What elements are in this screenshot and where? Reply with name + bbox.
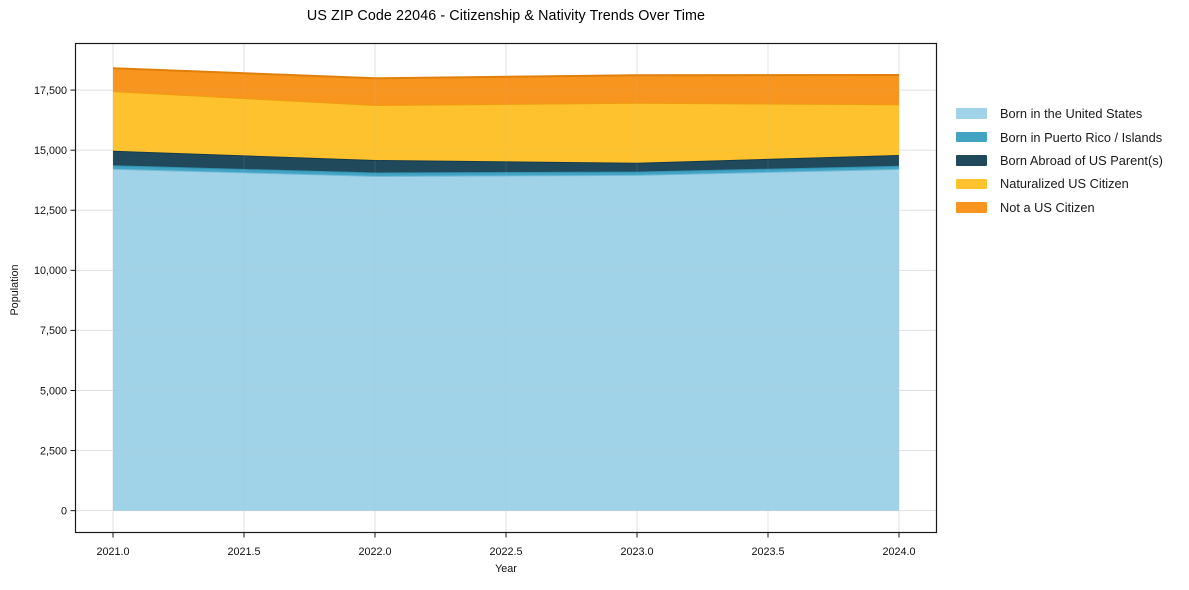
- legend-label: Born in the United States: [1000, 106, 1143, 122]
- x-axis-label: Year: [495, 563, 517, 575]
- y-tick-label: 7,500: [40, 325, 67, 337]
- legend-item: Born in Puerto Rico / Islands: [956, 125, 1163, 148]
- y-tick-labels: 0 2,500 5,000 7,500 10,000 12,500 15,000 17,500: [34, 85, 67, 518]
- area-band-1: [113, 165, 899, 176]
- legend-swatch: [956, 178, 987, 190]
- y-tick-label: 10,000: [34, 265, 67, 277]
- tick-marks: [70, 89, 900, 538]
- y-tick-label: 12,500: [34, 205, 67, 217]
- x-tick-label: 2021.0: [96, 546, 129, 558]
- x-tick-label: 2022.0: [358, 546, 391, 558]
- legend-item: Naturalized US Citizen: [956, 172, 1163, 195]
- y-tick-label: 5,000: [40, 385, 67, 397]
- stacked-areas: [112, 67, 900, 511]
- x-tick-label: 2023.0: [620, 546, 653, 558]
- legend-item: Not a US Citizen: [956, 196, 1163, 219]
- legend-label: Not a US Citizen: [1000, 199, 1095, 215]
- legend-swatch: [956, 155, 987, 166]
- y-tick-label: 15,000: [34, 145, 67, 157]
- y-tick-label: 0: [61, 505, 67, 517]
- legend-swatch: [956, 131, 987, 143]
- x-tick-label: 2024.0: [882, 546, 915, 558]
- area-band-0: [113, 168, 899, 511]
- legend-item: Born Abroad of US Parent(s): [956, 149, 1163, 172]
- area-band-3: [113, 91, 899, 163]
- legend-label: Born Abroad of US Parent(s): [1000, 152, 1163, 168]
- plot-border: [74, 42, 938, 534]
- chart-title: US ZIP Code 22046 - Citizenship & Nativi…: [306, 8, 706, 24]
- legend-item: Born in the United States: [956, 102, 1163, 125]
- gridlines-overlay: [75, 43, 937, 533]
- x-tick-label: 2023.5: [751, 546, 784, 558]
- x-tick-labels: 2021.0 2021.5 2022.0 2022.5 2023.0 2023.5 2024…: [96, 546, 915, 558]
- legend-swatch: [956, 202, 987, 213]
- legend-label: Naturalized US Citizen: [1000, 176, 1129, 192]
- legend-label: Born in Puerto Rico / Islands: [1000, 129, 1163, 145]
- y-tick-label: 2,500: [40, 445, 67, 457]
- x-tick-label: 2022.5: [489, 546, 522, 558]
- x-tick-label: 2021.5: [227, 546, 260, 558]
- y-tick-label: 17,500: [34, 85, 67, 97]
- area-band-4: [113, 68, 899, 105]
- legend-swatch: [956, 108, 987, 119]
- legend: Born in the United States Born in Puerto …: [956, 102, 1163, 219]
- y-axis-label: Population: [9, 264, 21, 316]
- area-line-4: [112, 67, 900, 80]
- area-line-2: [112, 149, 900, 164]
